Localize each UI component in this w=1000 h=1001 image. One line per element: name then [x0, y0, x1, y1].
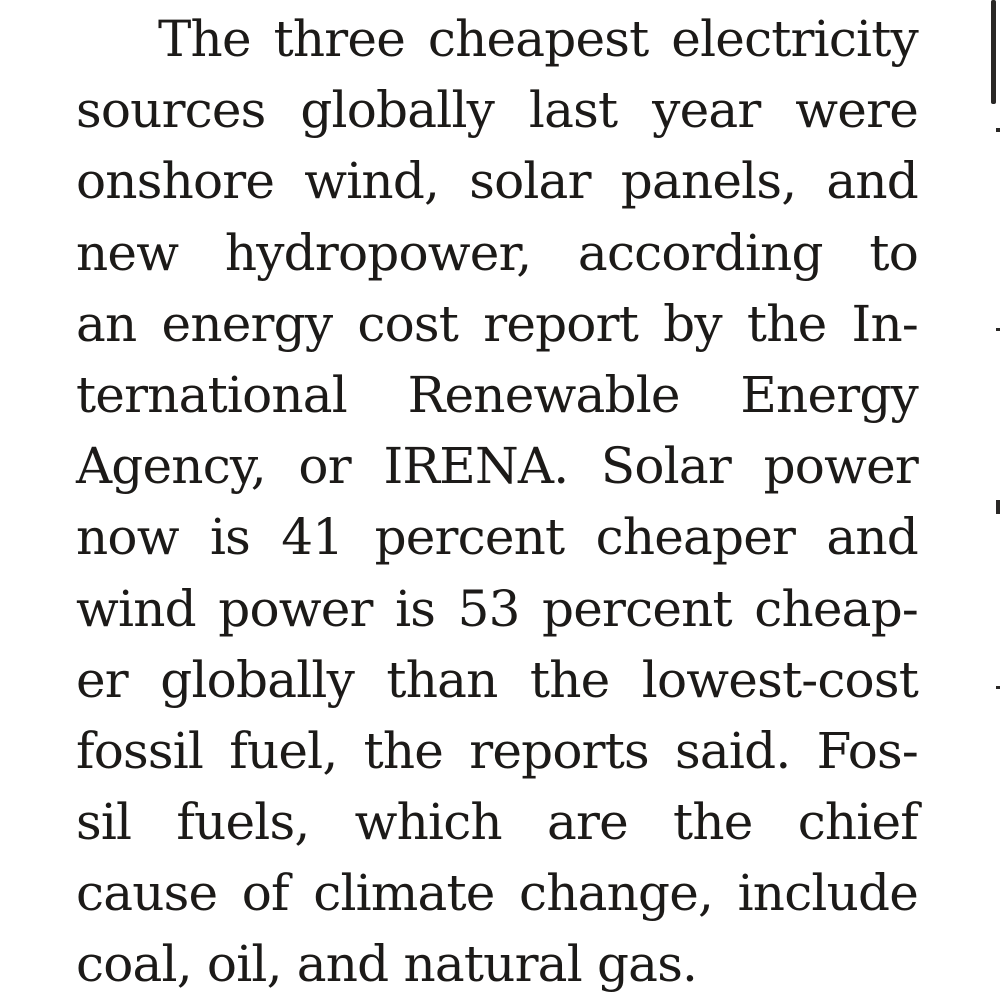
edge-mark	[996, 128, 1000, 132]
text-line: Agency, or IRENA. Solar power	[76, 437, 919, 496]
article-paragraph: The three cheapest electricity sources g…	[76, 4, 919, 1001]
text-line: cause of climate change, include	[76, 864, 919, 923]
text-line: new hydropower, according to	[76, 223, 919, 282]
edge-mark	[996, 686, 1000, 689]
text-line: The three cheapest electricity	[158, 10, 919, 68]
text-line: er globally than the lowest-cost	[76, 650, 919, 709]
text-line: sources globally last year were	[76, 81, 919, 140]
text-line: ternational Renewable Energy	[76, 365, 919, 424]
text-line: an energy cost report by the In-	[76, 294, 919, 353]
text-line: sil fuels, which are the chief	[76, 793, 919, 852]
edge-mark	[996, 500, 1000, 514]
edge-mark	[996, 328, 1000, 331]
text-line: coal, oil, and natural gas.	[76, 935, 698, 994]
text-line: fossil fuel, the reports said. Fos-	[76, 721, 919, 780]
text-line: now is 41 percent cheaper and	[76, 508, 919, 567]
scrollbar-thumb	[991, 0, 996, 104]
text-line: onshore wind, solar panels, and	[76, 152, 919, 211]
text-line: wind power is 53 percent cheap-	[76, 579, 919, 638]
next-column-edge	[988, 0, 1000, 992]
